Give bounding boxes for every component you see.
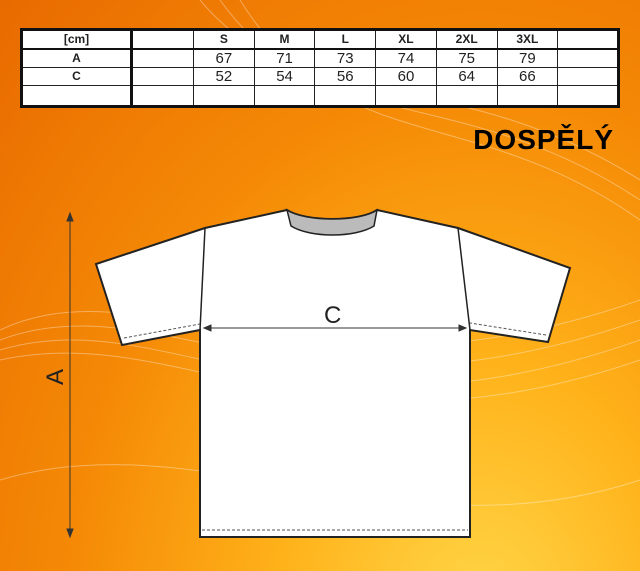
unit-header: [cm] bbox=[21, 29, 133, 50]
table-row-empty bbox=[21, 85, 619, 107]
page-title: DOSPĚLÝ bbox=[473, 124, 614, 155]
measure-c-arrow bbox=[202, 324, 468, 332]
table-row-a: A 67 71 73 74 75 79 bbox=[21, 48, 619, 68]
cell: 66 bbox=[496, 67, 559, 86]
header-2xl: 2XL bbox=[435, 29, 498, 50]
cell: 79 bbox=[496, 48, 559, 68]
cell: 60 bbox=[375, 67, 437, 86]
header-cell bbox=[131, 29, 194, 50]
header-3xl: 3XL bbox=[496, 29, 559, 50]
table-header-row: [cm] S M L XL 2XL 3XL bbox=[21, 29, 619, 50]
cell: 64 bbox=[435, 67, 498, 86]
measure-a-arrow bbox=[66, 211, 74, 539]
tshirt-body bbox=[94, 208, 572, 538]
cell bbox=[557, 85, 619, 107]
row-label bbox=[21, 85, 133, 107]
tshirt-collar bbox=[285, 208, 379, 236]
cell: 52 bbox=[193, 67, 255, 86]
label-c: C bbox=[324, 302, 342, 329]
header-m: M bbox=[253, 29, 316, 50]
header-s: S bbox=[193, 29, 255, 50]
size-table: [cm] S M L XL 2XL 3XL A 67 71 73 74 75 7… bbox=[20, 28, 620, 108]
label-a: A bbox=[42, 368, 70, 386]
cell bbox=[131, 85, 194, 107]
header-cell bbox=[557, 29, 619, 50]
